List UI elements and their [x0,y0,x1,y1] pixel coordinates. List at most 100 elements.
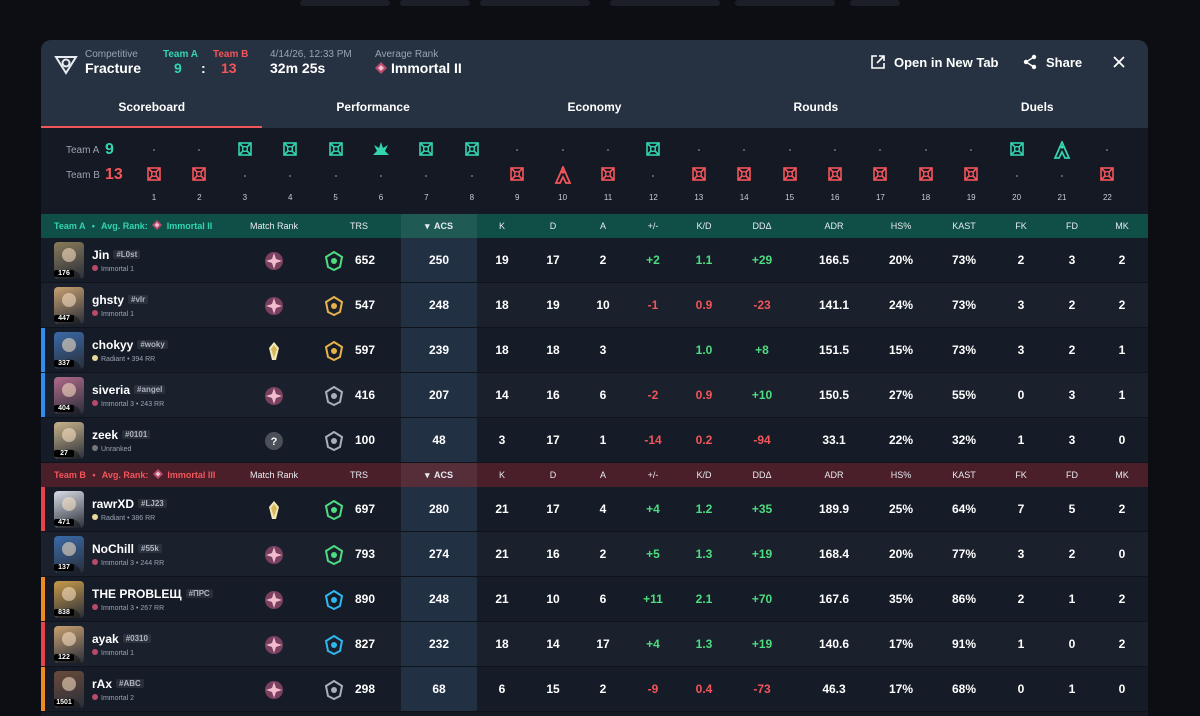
round-result-detonation-icon[interactable] [371,141,391,164]
player-row[interactable]: 337 chokyy #woky Radiant • 394 RR 597 239 18 18… [41,328,1148,373]
column-header: +/- [647,470,659,480]
player-tag: #0310 [122,634,151,643]
round-result-elimination-icon[interactable] [235,141,255,162]
player-name[interactable]: Jin #L0st [92,248,141,262]
match-date: 4/14/26, 12:33 PM [270,49,352,60]
round-result-elimination-icon[interactable] [144,166,164,187]
match-duration: 32m 25s [270,60,326,76]
match-rank-icon [263,385,285,407]
column-header: FD [1066,221,1078,231]
team-b-separator: • [92,470,96,480]
round-result-elimination-icon[interactable] [734,166,754,187]
player-row[interactable]: 404 siveria #angel Immortal 3 • 243 RR 416 20… [41,373,1148,418]
round-result-elimination-icon[interactable] [643,141,663,162]
team-a-rows: 176 Jin #L0st Immortal 1 652 250 19 17 2 +2 1.1 +29… [41,238,1148,463]
stat-kd: 0.9 [695,298,713,312]
round-result-elimination-icon[interactable] [870,166,890,187]
stat-kd: 1.2 [695,502,713,516]
column-header: KAST [952,221,976,231]
stat-adr: 140.6 [819,637,850,651]
round-result-elimination-icon[interactable] [689,166,709,187]
stat-adr: 167.6 [819,592,850,606]
round-result-elimination-icon[interactable] [825,166,845,187]
player-row[interactable]: 1501 rAx #ABC Immortal 2 298 68 6 15 2 -9 0.4 -73 46… [41,667,1148,712]
player-row[interactable]: 838 THE PROBLEЩ #ПРС Immortal 3 • 267 RR 890… [41,577,1148,622]
timeline-team-b-label: Team B [66,170,100,181]
timeline-team-a-score: 9 [105,141,114,158]
match-rank-icon [263,295,285,317]
round-result-defuse-icon[interactable] [553,164,573,189]
player-name[interactable]: rAx #ABC [92,677,144,691]
round-result-elimination-icon[interactable] [916,166,936,187]
stat-acs: 250 [428,253,450,267]
stat-acs: 232 [428,637,450,651]
tab-economy[interactable]: Economy [567,100,622,114]
open-new-tab-button[interactable]: Open in New Tab [870,54,999,70]
player-name[interactable]: zeek #0101 [92,428,151,442]
player-name[interactable]: NoChill #55k [92,542,162,556]
party-accent-bar [41,577,45,621]
share-button[interactable]: Share [1022,54,1082,70]
player-rank: Unranked [92,445,131,453]
player-name[interactable]: THE PROBLEЩ #ПРС [92,587,213,601]
tab-rounds[interactable]: Rounds [793,100,839,114]
round-empty-dot [1106,149,1109,151]
round-empty-dot [561,149,564,151]
round-result-elimination-icon[interactable] [1007,141,1027,162]
blurred-nav-item [300,0,390,6]
stat-adr: 33.1 [822,433,846,447]
blurred-nav-item [400,0,470,6]
round-number: 4 [287,193,293,202]
match-rank-icon [263,499,285,521]
round-result-elimination-icon[interactable] [961,166,981,187]
round-result-elimination-icon[interactable] [507,166,527,187]
round-result-elimination-icon[interactable] [1097,166,1117,187]
round-result-elimination-icon[interactable] [780,166,800,187]
tab-scoreboard[interactable]: Scoreboard [41,92,263,128]
round-result-defuse-icon[interactable] [1052,139,1072,164]
tab-duels[interactable]: Duels [1020,100,1054,114]
player-row[interactable]: 137 NoChill #55k Immortal 3 • 244 RR 793 274 2… [41,532,1148,577]
team-a-label: Team A [163,49,199,60]
close-icon[interactable] [1111,54,1127,70]
match-rank-icon [263,544,285,566]
player-row[interactable]: 27 zeek #0101 Unranked? 100 48 3 17 1 -14 0.2 -94 33… [41,418,1148,463]
round-result-elimination-icon[interactable] [326,141,346,162]
player-name[interactable]: siveria #angel [92,383,166,397]
acs-column-highlight [401,238,477,282]
stat-d: 18 [546,343,560,357]
match-rank-icon [263,589,285,611]
stat-dd: +70 [751,592,773,606]
column-header[interactable]: ▾ ACS [401,463,477,487]
player-name[interactable]: chokyy #woky [92,338,168,352]
player-row[interactable]: 176 Jin #L0st Immortal 1 652 250 19 17 2 +2 1.1 +29… [41,238,1148,283]
team-b-name: Team B [54,470,86,480]
stat-kast: 73% [951,253,977,267]
round-result-elimination-icon[interactable] [189,166,209,187]
stat-hs: 22% [888,433,914,447]
account-level: 337 [54,360,74,367]
player-row[interactable]: 471 rawrXD #LJ23 Radiant • 386 RR 697 280 21 17… [41,487,1148,532]
rank-mini-icon [92,400,98,406]
tab-performance[interactable]: Performance [336,100,410,114]
round-result-elimination-icon[interactable] [416,141,436,162]
stat-mk: 2 [1118,298,1126,312]
stat-dd: -73 [753,682,771,696]
round-result-elimination-icon[interactable] [598,166,618,187]
team-a-score: 9 [174,60,182,76]
player-row[interactable]: 122 ayak #0310 Immortal 1 827 232 18 14 17 +4 1.3 +… [41,622,1148,667]
round-empty-dot [334,175,337,177]
stat-d: 15 [546,682,560,696]
team-b-header-row: Team B • Avg. Rank: Immortal III Match R… [41,463,1148,487]
stat-trs: 547 [354,298,376,312]
column-header[interactable]: ▾ ACS [401,214,477,238]
player-name[interactable]: rawrXD #LJ23 [92,497,167,511]
column-header: HS% [890,470,912,480]
player-name[interactable]: ayak #0310 [92,632,151,646]
round-result-elimination-icon[interactable] [462,141,482,162]
player-name[interactable]: ghsty #vlr [92,293,149,307]
round-number: 13 [694,193,704,202]
round-result-elimination-icon[interactable] [280,141,300,162]
player-row[interactable]: 447 ghsty #vlr Immortal 1 547 248 18 19 10 -1 0.9 -… [41,283,1148,328]
column-header: TRS [350,470,368,480]
